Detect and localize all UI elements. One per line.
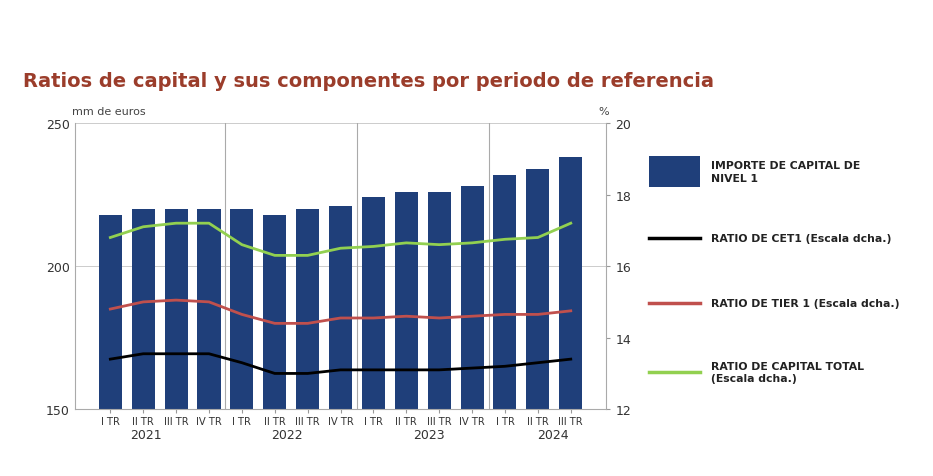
Bar: [263, 215, 286, 476]
Bar: [230, 209, 254, 476]
Text: Ratios de capital y sus componentes por periodo de referencia: Ratios de capital y sus componentes por …: [23, 71, 715, 90]
Bar: [164, 209, 188, 476]
Text: BE: BE: [850, 7, 895, 34]
Bar: [198, 209, 220, 476]
Text: 2022: 2022: [272, 428, 303, 441]
Text: Estadísticas Supervisoras: Estadísticas Supervisoras: [23, 18, 283, 37]
Bar: [362, 198, 385, 476]
Text: 2021: 2021: [130, 428, 161, 441]
Bar: [526, 169, 550, 476]
Text: 2024: 2024: [537, 428, 569, 441]
Bar: [559, 158, 582, 476]
Bar: [329, 207, 352, 476]
Text: %: %: [598, 107, 609, 117]
Bar: [395, 192, 418, 476]
Bar: [461, 187, 483, 476]
Bar: [296, 209, 319, 476]
Text: RATIO DE CAPITAL TOTAL
(Escala dcha.): RATIO DE CAPITAL TOTAL (Escala dcha.): [711, 361, 864, 383]
Text: 2023: 2023: [413, 428, 445, 441]
Bar: [649, 157, 700, 188]
Text: IMPORTE DE CAPITAL DE
NIVEL 1: IMPORTE DE CAPITAL DE NIVEL 1: [711, 161, 860, 183]
Bar: [494, 175, 517, 476]
Text: Eurosistema: Eurosistema: [844, 42, 900, 51]
Text: mm de euros: mm de euros: [72, 107, 146, 117]
Text: RATIO DE CET1 (Escala dcha.): RATIO DE CET1 (Escala dcha.): [711, 233, 891, 243]
Text: RATIO DE TIER 1 (Escala dcha.): RATIO DE TIER 1 (Escala dcha.): [711, 299, 899, 308]
Bar: [99, 215, 122, 476]
Bar: [427, 192, 451, 476]
Bar: [132, 209, 155, 476]
